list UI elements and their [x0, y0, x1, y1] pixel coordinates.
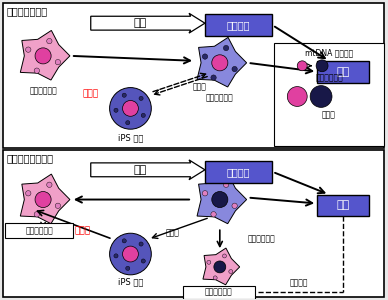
Polygon shape — [197, 38, 247, 87]
FancyBboxPatch shape — [5, 223, 73, 238]
Circle shape — [47, 38, 52, 44]
Circle shape — [123, 246, 139, 262]
Circle shape — [202, 54, 208, 59]
Circle shape — [139, 242, 143, 246]
Circle shape — [211, 75, 216, 80]
Circle shape — [47, 182, 52, 188]
Polygon shape — [20, 174, 70, 224]
Circle shape — [212, 191, 228, 208]
Text: 老化: 老化 — [336, 200, 350, 211]
Circle shape — [122, 239, 126, 243]
Circle shape — [55, 203, 61, 208]
FancyArrow shape — [91, 13, 205, 33]
Circle shape — [297, 61, 307, 71]
Text: 呼吸欠損: 呼吸欠損 — [227, 167, 250, 177]
Text: 加齢: 加齢 — [133, 18, 147, 28]
Polygon shape — [197, 174, 247, 224]
Circle shape — [114, 254, 118, 258]
Circle shape — [126, 266, 130, 270]
Text: 核ゲノム修飾: 核ゲノム修飾 — [315, 74, 343, 83]
FancyBboxPatch shape — [3, 3, 384, 148]
Text: 再分化: 再分化 — [83, 89, 99, 98]
Circle shape — [123, 100, 139, 116]
Text: 老年グループ: 老年グループ — [206, 94, 234, 103]
Circle shape — [109, 88, 151, 129]
Circle shape — [35, 48, 51, 64]
Circle shape — [34, 68, 40, 73]
Circle shape — [26, 190, 31, 196]
Circle shape — [126, 121, 130, 125]
FancyBboxPatch shape — [274, 43, 384, 146]
Text: グリシン添加: グリシン添加 — [248, 235, 275, 244]
Text: iPS 細胞: iPS 細胞 — [118, 133, 143, 142]
Text: 加齢: 加齢 — [133, 165, 147, 175]
Circle shape — [122, 93, 126, 97]
FancyBboxPatch shape — [183, 286, 255, 298]
Text: ＜本研究の仮説》: ＜本研究の仮説》 — [6, 153, 54, 163]
Circle shape — [141, 113, 146, 118]
Text: mtDNA 突然変異: mtDNA 突然変異 — [305, 48, 353, 57]
FancyArrow shape — [91, 160, 205, 180]
Circle shape — [232, 66, 237, 72]
FancyBboxPatch shape — [205, 161, 272, 183]
Circle shape — [139, 96, 143, 100]
Text: 老化: 老化 — [336, 67, 350, 77]
Text: iPS 細胞: iPS 細胞 — [118, 278, 143, 287]
Circle shape — [310, 85, 332, 107]
Circle shape — [207, 260, 211, 264]
Text: 再分化: 再分化 — [75, 227, 91, 236]
FancyBboxPatch shape — [317, 195, 369, 216]
Text: 初期化: 初期化 — [193, 82, 207, 91]
Circle shape — [202, 190, 208, 196]
FancyBboxPatch shape — [3, 150, 384, 297]
Circle shape — [288, 87, 307, 106]
Circle shape — [55, 59, 61, 65]
Circle shape — [26, 47, 31, 52]
Circle shape — [109, 233, 151, 275]
Circle shape — [223, 45, 229, 51]
Circle shape — [212, 55, 228, 71]
Text: 初期化: 初期化 — [322, 110, 336, 119]
Text: 初期化: 初期化 — [165, 229, 179, 238]
Circle shape — [114, 108, 118, 112]
Text: 呼吸活性回復: 呼吸活性回復 — [205, 288, 233, 297]
Circle shape — [213, 276, 217, 280]
Circle shape — [232, 203, 237, 208]
Polygon shape — [20, 30, 70, 80]
Circle shape — [141, 259, 146, 263]
Text: 呼吸活性回復: 呼吸活性回復 — [25, 226, 53, 235]
Circle shape — [34, 212, 40, 217]
Text: 若年グループ: 若年グループ — [29, 87, 57, 96]
FancyBboxPatch shape — [205, 14, 272, 36]
Circle shape — [214, 261, 226, 273]
Polygon shape — [203, 248, 240, 285]
Circle shape — [229, 270, 233, 274]
Circle shape — [316, 60, 328, 72]
Circle shape — [35, 191, 51, 208]
Text: 老化緩和: 老化緩和 — [290, 279, 308, 288]
Circle shape — [211, 212, 216, 217]
Circle shape — [223, 182, 229, 188]
Circle shape — [222, 254, 227, 258]
Text: ＜従来の仮説》: ＜従来の仮説》 — [6, 6, 47, 16]
Text: 呼吸欠損: 呼吸欠損 — [227, 20, 250, 30]
FancyBboxPatch shape — [317, 61, 369, 82]
